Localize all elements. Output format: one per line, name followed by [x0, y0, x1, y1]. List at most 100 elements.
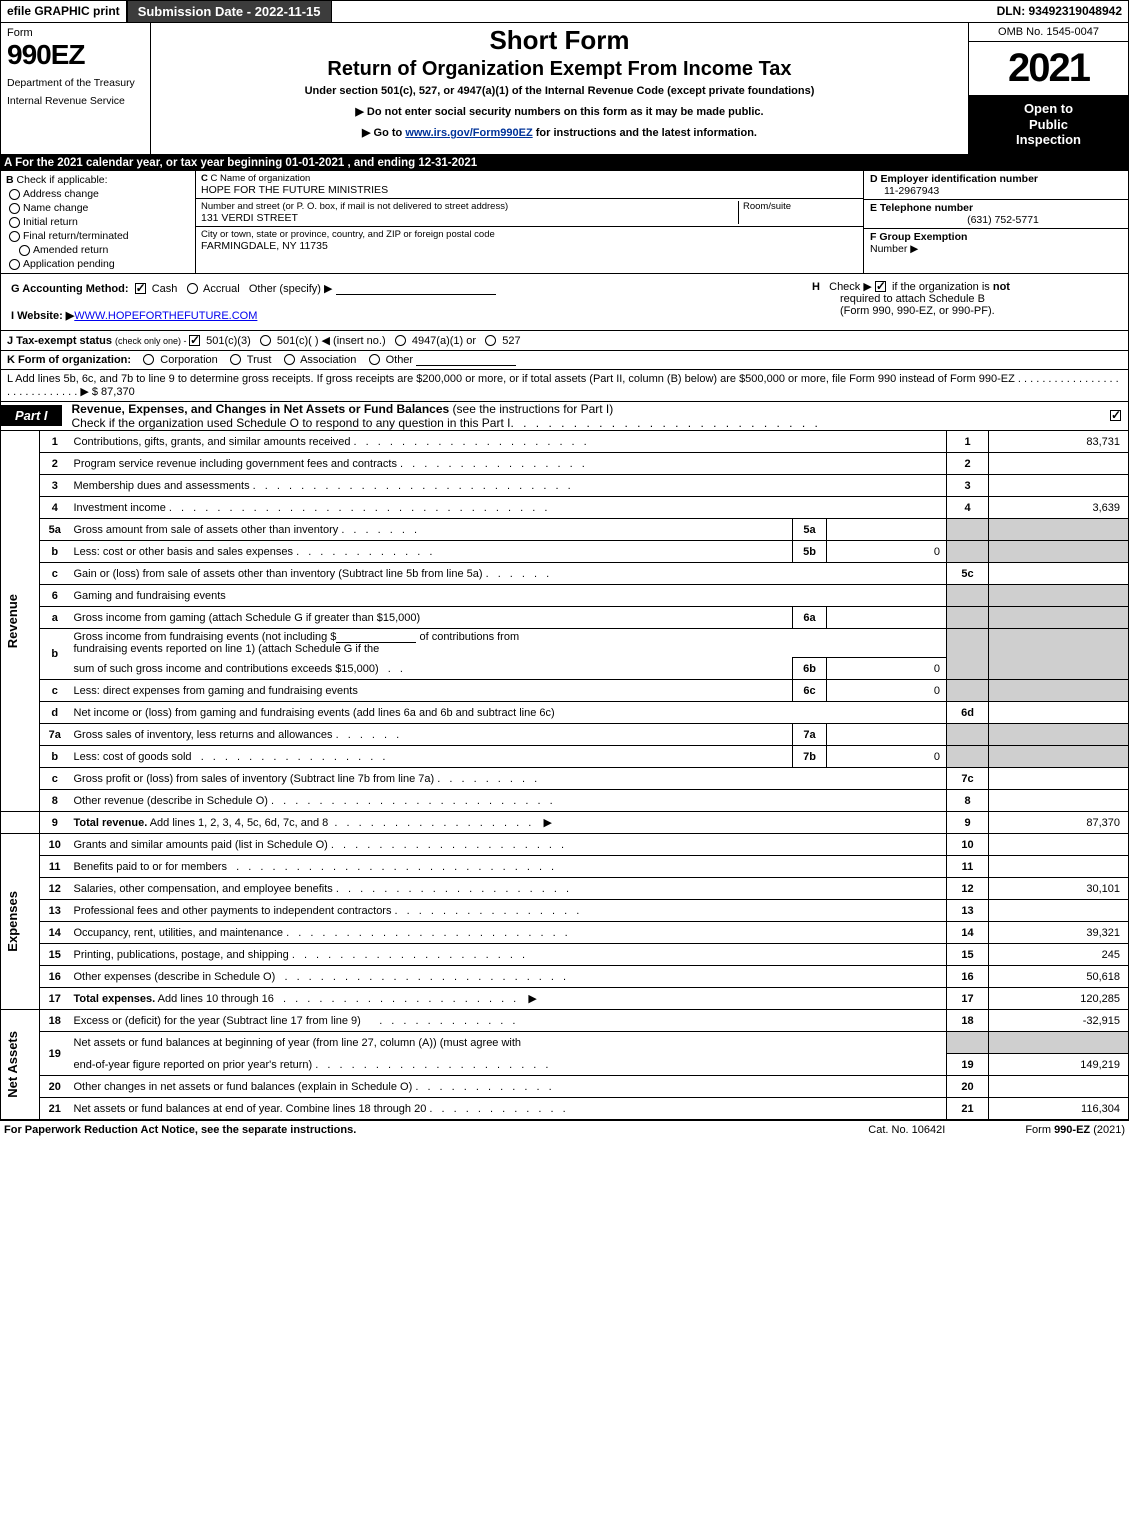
line-val [989, 585, 1129, 607]
j-o4: 527 [502, 335, 520, 347]
line-num: d [40, 702, 70, 724]
cb-h-check[interactable] [875, 281, 886, 292]
line-desc: Other changes in net assets or fund bala… [70, 1076, 947, 1098]
line-desc: Less: cost or other basis and sales expe… [70, 541, 793, 563]
cb-label: Application pending [23, 258, 115, 270]
street-value: 131 VERDI STREET [201, 212, 738, 224]
f-label-b: Number ▶ [870, 243, 1122, 255]
line-num: 21 [40, 1098, 70, 1120]
cb-label: Amended return [33, 244, 108, 256]
line-num: 15 [40, 944, 70, 966]
line-desc: Total revenue. Add lines 1, 2, 3, 4, 5c,… [70, 812, 947, 834]
cb-final-return[interactable]: Final return/terminated [6, 230, 190, 242]
k-other-blank[interactable] [416, 365, 516, 366]
h-t3: required to attach Schedule B [812, 293, 985, 305]
p1-sub: Check if the organization used Schedule … [72, 416, 511, 430]
line-cell [947, 724, 989, 746]
line-desc: Contributions, gifts, grants, and simila… [70, 431, 947, 453]
website-link[interactable]: WWW.HOPEFORTHEFUTURE.COM [74, 310, 257, 322]
ein-value: 11-2967943 [870, 185, 1122, 197]
dept-irs: Internal Revenue Service [7, 95, 144, 107]
cb-address-change[interactable]: Address change [6, 188, 190, 200]
cb-amended-return[interactable]: Amended return [6, 244, 190, 256]
h-t2: if the organization is [892, 281, 993, 293]
footer-catno: Cat. No. 10642I [788, 1124, 1025, 1136]
h-right: H Check ▶ if the organization is not req… [812, 280, 1122, 324]
line-desc: Occupancy, rent, utilities, and maintena… [70, 922, 947, 944]
irs-link[interactable]: www.irs.gov/Form990EZ [405, 127, 532, 139]
c-label: C Name of organization [211, 173, 311, 184]
rb-trust[interactable] [230, 354, 241, 365]
rb-corp[interactable] [143, 354, 154, 365]
line-a-calendar-year: A For the 2021 calendar year, or tax yea… [0, 155, 1129, 171]
cb-501c3[interactable] [189, 335, 200, 346]
cb-label: Initial return [23, 216, 78, 228]
rb-4947[interactable] [395, 335, 406, 346]
line-num: 14 [40, 922, 70, 944]
line-desc: Less: direct expenses from gaming and fu… [70, 680, 793, 702]
other-blank[interactable] [336, 294, 496, 295]
line-cell [947, 519, 989, 541]
c-street-row: Number and street (or P. O. box, if mail… [196, 199, 863, 227]
note-ssn: ▶ Do not enter social security numbers o… [157, 105, 962, 118]
line-desc: sum of such gross income and contributio… [70, 658, 793, 680]
cb-label: Address change [23, 188, 99, 200]
d-ein: D Employer identification number 11-2967… [864, 171, 1128, 200]
cb-application-pending[interactable]: Application pending [6, 258, 190, 270]
line-desc: Professional fees and other payments to … [70, 900, 947, 922]
title-short-form: Short Form [157, 25, 962, 56]
line-desc: Gross income from gaming (attach Schedul… [70, 607, 793, 629]
line-cell [947, 541, 989, 563]
h-not: not [993, 281, 1010, 293]
line-cell: 16 [947, 966, 989, 988]
section-gh: G Accounting Method: Cash Accrual Other … [0, 274, 1129, 331]
part1-title: Revenue, Expenses, and Changes in Net As… [62, 402, 1106, 430]
rb-527[interactable] [485, 335, 496, 346]
line-val [989, 724, 1129, 746]
line-cell [947, 680, 989, 702]
line-cell: 17 [947, 988, 989, 1010]
f-label-a: F Group Exemption [870, 231, 967, 243]
rb-assoc[interactable] [284, 354, 295, 365]
line-cell: 8 [947, 790, 989, 812]
footer-form: Form 990-EZ (2021) [1025, 1124, 1125, 1136]
rb-501c[interactable] [260, 335, 271, 346]
line-cell: 19 [947, 1054, 989, 1076]
rb-other-org[interactable] [369, 354, 380, 365]
public-inspection-badge: Open to Public Inspection [969, 95, 1128, 154]
dln-number: DLN: 93492319048942 [991, 1, 1128, 22]
line-num: c [40, 680, 70, 702]
line-desc: Membership dues and assessments . . . . … [70, 475, 947, 497]
line-val [989, 834, 1129, 856]
inset-num: 7b [793, 746, 827, 768]
line-num: 12 [40, 878, 70, 900]
footer-paperwork: For Paperwork Reduction Act Notice, see … [4, 1124, 788, 1136]
rb-accrual[interactable] [187, 283, 198, 294]
line-num: 19 [40, 1032, 70, 1076]
cb-label: Final return/terminated [23, 230, 129, 242]
cb-cash[interactable] [135, 283, 146, 294]
e-label: E Telephone number [870, 202, 973, 214]
line-cell: 18 [947, 1010, 989, 1032]
expenses-sidelabel: Expenses [1, 834, 40, 1010]
efile-graphic-print: efile GRAPHIC print [1, 1, 128, 22]
revenue-sidelabel: Revenue [1, 431, 40, 812]
inset-val [827, 607, 947, 629]
b-text: Check if applicable: [17, 174, 108, 186]
cb-initial-return[interactable]: Initial return [6, 216, 190, 228]
line-desc: Grants and similar amounts paid (list in… [70, 834, 947, 856]
masthead-center: Short Form Return of Organization Exempt… [151, 23, 968, 154]
line-cell: 2 [947, 453, 989, 475]
line-desc: Gross amount from sale of assets other t… [70, 519, 793, 541]
tax-year: 2021 [969, 42, 1128, 95]
p1-schedule-o-check[interactable] [1106, 410, 1128, 422]
line-num: 20 [40, 1076, 70, 1098]
line-desc: Other expenses (describe in Schedule O) … [70, 966, 947, 988]
b-letter: B [6, 174, 14, 186]
line-desc: Benefits paid to or for members . . . . … [70, 856, 947, 878]
line-val [989, 856, 1129, 878]
cb-name-change[interactable]: Name change [6, 202, 190, 214]
line-val: -32,915 [989, 1010, 1129, 1032]
line-cell: 10 [947, 834, 989, 856]
part1-header: Part I Revenue, Expenses, and Changes in… [0, 402, 1129, 431]
